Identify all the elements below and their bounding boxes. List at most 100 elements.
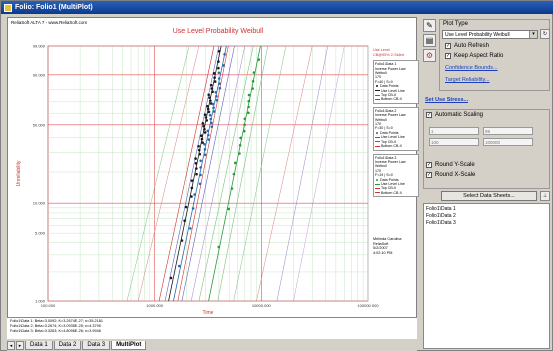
first-sheet-arrow-icon[interactable]: ◂ [7,341,15,350]
chart-icon[interactable]: ▤ [423,34,436,47]
data-point [190,195,193,198]
legend-entry-label: Use Level Line [381,181,405,186]
legend-entry: Bottom CB-II [375,97,417,101]
legend-entry-label: Top CB-II [381,93,396,98]
auto-refresh-row[interactable]: ✓ Auto Refresh [445,43,489,49]
legend-header-line: Use Level [373,48,390,52]
tab-data-1[interactable]: Data 1 [25,341,53,350]
x-tick-label: 10000.000 [252,303,272,308]
data-point [243,123,246,127]
legend-swatch [375,145,380,147]
data-point [223,53,226,56]
y-tick-label: 50.000 [33,122,46,127]
scaling-group [423,109,550,189]
data-point [227,207,231,211]
data-point [203,148,207,151]
next-sheet-arrow-icon[interactable]: ▸ [16,341,24,350]
probability-plot[interactable]: 99.000 90.000 50.000 10.000 5.000 1.000100.00… [8,18,418,317]
data-point [189,227,192,230]
data-point [177,264,181,268]
y-max-input[interactable]: 99 [483,127,533,135]
y-min-input[interactable]: 1 [429,127,479,135]
data-point [213,76,216,79]
data-point [203,128,206,131]
confidence-bounds-link[interactable]: Confidence Bounds... [445,65,498,71]
legend-swatch [375,99,380,101]
y-tick-label: 90.000 [33,72,46,77]
legend-entry-label: Data Points [380,130,399,135]
data-point [208,96,211,100]
plot-header: ReliaSoft ALTA 7 - www.ReliaSoft.com [11,20,88,25]
probability-line [233,45,287,302]
window-title: Folio: Folio1 (MultiPlot) [15,4,93,11]
tab-multiplot[interactable]: MultiPlot [111,341,147,350]
set-use-stress-link[interactable]: Set Use Stress... [425,97,469,103]
data-point [200,137,204,141]
round-y-row[interactable]: ✓ Round Y-Scale [426,162,475,168]
probability-line [164,45,220,302]
auto-refresh-checkbox[interactable]: ✓ [445,43,451,49]
data-point [184,205,188,209]
round-y-label: Round Y-Scale [435,162,475,168]
data-point [217,60,220,63]
legend-block-line: 170 [375,75,381,80]
keep-aspect-row[interactable]: ✓ Keep Aspect Ratio [445,53,503,59]
tab-data-3[interactable]: Data 3 [82,341,111,350]
auto-refresh-label: Auto Refresh [454,43,490,49]
list-item[interactable]: Folio1\Data 1 [426,206,456,212]
draw-icon[interactable]: ✎ [423,19,436,32]
signature-line: 4:02:10 PM [373,250,393,255]
legend-swatch [376,132,378,135]
data-point [190,186,194,190]
plot-type-group [439,19,550,91]
refresh-icon[interactable]: ↻ [540,29,550,39]
pin-icon[interactable]: ⊥ [540,191,550,201]
round-x-row[interactable]: ✓ Round X-Scale [426,172,475,178]
settings-icon[interactable]: ⚙ [423,49,436,62]
summary-line: Folio1\Data 1: Beta=3.0092; K=3.2674E-27… [10,319,103,323]
data-point [209,83,213,87]
data-point [195,172,198,176]
automatic-scaling-row[interactable]: ✓ Automatic Scaling [426,112,483,118]
data-point [190,179,194,182]
legend-entry-label: Data Points [380,177,399,182]
keep-aspect-checkbox[interactable]: ✓ [445,53,451,59]
automatic-scaling-checkbox[interactable]: ✓ [426,112,432,118]
legend-entry-label: Bottom CB-II [381,190,402,195]
folio-icon [4,3,12,12]
x-min-input[interactable]: 100 [429,138,479,146]
data-point [239,136,242,140]
target-reliability-link[interactable]: Target Reliability... [445,77,490,83]
list-item[interactable]: Folio1\Data 3 [426,220,456,226]
round-x-checkbox[interactable]: ✓ [426,172,432,178]
automatic-scaling-label: Automatic Scaling [435,112,484,118]
data-sheet-list[interactable]: Folio1\Data 1 Folio1\Data 2 Folio1\Data … [423,203,550,349]
title-bar: Folio: Folio1 (MultiPlot) [1,1,553,14]
plot-area[interactable]: ReliaSoft ALTA 7 - www.ReliaSoft.com Use… [7,17,419,330]
select-data-sheets-button[interactable]: Select Data Sheets... [441,191,537,201]
plot-type-select[interactable]: Use Level Probability Weibull ▾ [442,30,538,39]
data-point [212,110,216,113]
data-point [217,77,221,80]
list-item[interactable]: Folio1\Data 2 [426,213,456,219]
data-point [251,87,254,90]
data-point [206,107,210,111]
legend-header-line: CB@95% 2-Sided [373,52,404,57]
data-point [207,138,211,141]
data-point [201,122,205,125]
round-x-label: Round X-Scale [435,172,476,178]
tab-data-2[interactable]: Data 2 [53,341,82,350]
data-point [197,144,200,148]
data-point [247,99,251,103]
round-y-checkbox[interactable]: ✓ [426,162,432,168]
data-point [211,90,214,94]
data-point [194,162,198,165]
summary-line: Folio1\Data 2: Beta=3.2674; K=3.0935E-25… [10,323,101,328]
y-tick-label: 1.000 [35,299,46,304]
legend-block: Folio1\Data 3 Inverse Power Law Weibull 170… [373,153,419,198]
tool-column: ✎ ▤ ⚙ [423,19,437,64]
x-max-input[interactable]: 100000 [483,138,533,146]
probability-line [256,45,313,302]
probability-line [137,45,200,302]
